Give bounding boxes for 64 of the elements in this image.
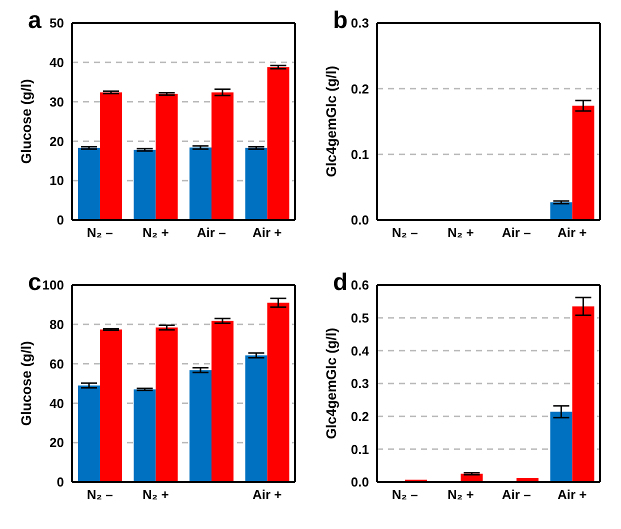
y-axis-title: Glc4gemGlc (g/l) bbox=[322, 328, 339, 440]
y-tick-label: 60 bbox=[50, 356, 64, 372]
y-tick-label: 0 bbox=[56, 212, 64, 228]
bar bbox=[245, 355, 268, 482]
bar bbox=[78, 148, 100, 220]
bar bbox=[190, 148, 212, 220]
x-tick-label: N₂ – bbox=[86, 225, 113, 240]
y-tick-label: 30 bbox=[50, 94, 64, 110]
bar bbox=[134, 150, 156, 220]
chart-title: d bbox=[333, 269, 348, 296]
bar bbox=[267, 67, 290, 220]
x-tick-label: Air + bbox=[557, 225, 588, 240]
chart-title: a bbox=[28, 7, 42, 34]
x-tick-label: Air + bbox=[557, 487, 588, 502]
x-tick-label: N₂ – bbox=[392, 487, 418, 502]
y-tick-label: 20 bbox=[50, 134, 64, 149]
bar bbox=[156, 94, 178, 220]
y-axis-title: Glucose (g/l) bbox=[18, 341, 34, 426]
chart-title: b bbox=[333, 7, 348, 34]
bar bbox=[572, 306, 594, 482]
y-axis-title: Glc4gemGlc (g/l) bbox=[322, 66, 339, 178]
bar bbox=[267, 302, 290, 482]
bar bbox=[190, 370, 212, 482]
y-tick-label: 0.1 bbox=[350, 442, 369, 457]
y-tick-label: 40 bbox=[50, 55, 64, 70]
y-axis-title: Glucose (g/l) bbox=[18, 79, 34, 164]
bar bbox=[100, 330, 122, 482]
x-tick-label: Air – bbox=[196, 225, 226, 240]
y-tick-label: 0.6 bbox=[350, 278, 369, 293]
y-tick-label: 0.3 bbox=[350, 376, 369, 392]
bar bbox=[245, 148, 268, 220]
x-tick-label: Air – bbox=[502, 487, 531, 502]
bar bbox=[134, 389, 156, 482]
y-tick-label: 0.3 bbox=[350, 16, 369, 31]
y-tick-label: 0.0 bbox=[350, 474, 369, 490]
bar bbox=[78, 385, 100, 482]
bar bbox=[212, 320, 234, 482]
x-tick-label: Air – bbox=[502, 225, 531, 240]
y-tick-label: 0.1 bbox=[350, 146, 369, 162]
bar bbox=[550, 412, 572, 482]
x-tick-label: Air + bbox=[252, 225, 282, 240]
y-tick-label: 0.4 bbox=[350, 343, 370, 358]
x-tick-label: Air + bbox=[252, 487, 282, 502]
chart-title: c bbox=[28, 269, 42, 296]
y-tick-label: 0.0 bbox=[350, 212, 369, 228]
y-tick-label: 20 bbox=[50, 435, 64, 450]
x-tick-label: N₂ + bbox=[142, 225, 170, 240]
bar bbox=[212, 92, 234, 220]
x-tick-label: N₂ – bbox=[392, 225, 418, 240]
y-tick-label: 0.2 bbox=[350, 81, 369, 96]
bar bbox=[100, 92, 122, 220]
x-tick-label: N₂ – bbox=[86, 487, 113, 502]
bar bbox=[156, 328, 178, 482]
y-tick-label: 100 bbox=[42, 278, 64, 293]
y-tick-label: 0 bbox=[56, 474, 64, 490]
y-tick-label: 10 bbox=[50, 173, 64, 188]
y-tick-label: 40 bbox=[50, 396, 64, 411]
y-tick-label: 0.2 bbox=[350, 408, 369, 424]
y-tick-label: 80 bbox=[50, 317, 64, 332]
y-tick-label: 0.5 bbox=[350, 310, 369, 326]
x-tick-label: N₂ + bbox=[447, 487, 474, 502]
x-tick-label: N₂ + bbox=[447, 225, 474, 240]
y-tick-label: 50 bbox=[50, 16, 64, 31]
x-tick-label: N₂ + bbox=[142, 487, 170, 502]
